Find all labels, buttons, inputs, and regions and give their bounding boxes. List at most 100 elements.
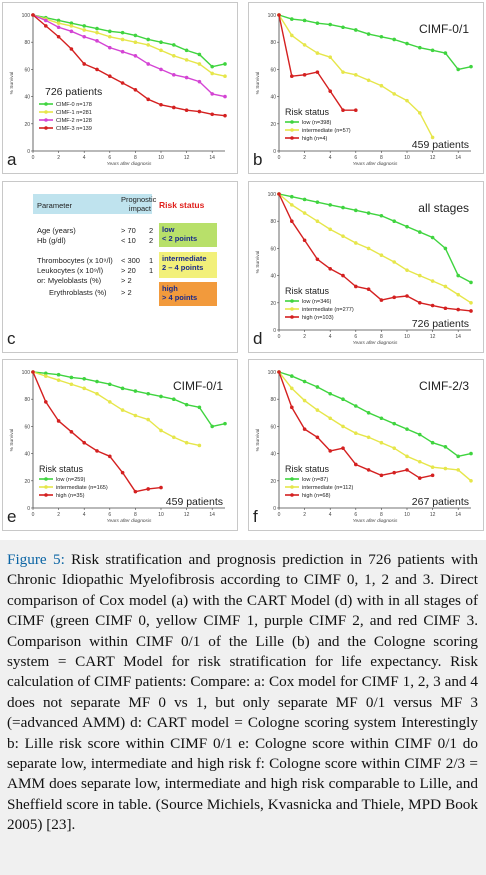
- x-tick-label: 2: [303, 155, 306, 161]
- data-point: [315, 385, 320, 389]
- data-point: [354, 241, 358, 245]
- x-tick-label: 8: [134, 512, 137, 518]
- data-point: [277, 13, 281, 17]
- data-point: [430, 135, 435, 140]
- x-tick-label: 14: [209, 512, 215, 518]
- data-point: [430, 465, 435, 469]
- data-point: [56, 18, 61, 23]
- panel-e-chart: 0 20 40 60 80 100 0 2 4 6 8 10 12 14 Years after diagn…: [2, 359, 238, 531]
- x-tick-label: 4: [329, 512, 332, 518]
- x-tick-label: 6: [354, 334, 357, 340]
- x-tick-label: 2: [57, 512, 60, 518]
- data-point: [379, 473, 384, 478]
- panel-d-chart: 0 20 40 60 80 100 0 2 4 6 8 10 12 14 Years after diagn…: [248, 181, 484, 353]
- data-point: [120, 30, 125, 35]
- data-point: [405, 224, 409, 229]
- data-point: [108, 74, 112, 78]
- risk-box-high: high > 4 points: [159, 282, 217, 306]
- data-point: [44, 400, 48, 404]
- data-point: [418, 45, 422, 50]
- data-point: [366, 287, 371, 291]
- data-point: [82, 386, 86, 391]
- data-point: [341, 446, 345, 450]
- series-line-0: [278, 14, 472, 71]
- patient-count-note: 267 patients: [412, 496, 469, 508]
- x-tick-label: 8: [134, 155, 137, 161]
- data-point: [341, 25, 345, 30]
- table-header-bg: [33, 194, 152, 214]
- legend-label: low (n=259): [56, 477, 86, 483]
- x-axis-label: Years after diagnosis: [353, 161, 398, 167]
- legend-label: intermediate (n=112): [302, 485, 353, 491]
- row-leukocytes-value: > 20: [121, 266, 136, 275]
- data-point: [146, 391, 150, 396]
- data-point: [108, 400, 112, 404]
- data-point: [302, 427, 307, 431]
- x-tick-label: 4: [83, 512, 86, 518]
- y-tick-label: 20: [270, 479, 276, 485]
- y-tick-label: 20: [270, 301, 276, 307]
- data-point: [315, 435, 320, 440]
- data-point: [418, 301, 422, 305]
- y-axis-label: % Survival: [255, 429, 261, 452]
- x-tick-label: 6: [354, 155, 357, 161]
- panel-letter: b: [253, 150, 263, 169]
- row-age-label: Age (years): [37, 226, 76, 235]
- data-point: [223, 421, 227, 426]
- y-tick-label: 60: [270, 67, 276, 73]
- legend-label: intermediate (n=277): [302, 307, 354, 313]
- panel-c-table: Parameter Prognostic impact Risk status …: [2, 181, 238, 353]
- data-point: [172, 54, 176, 58]
- legend-label: low (n=398): [302, 120, 332, 126]
- legend-label: high (n=4): [302, 136, 327, 142]
- data-point: [328, 416, 332, 421]
- data-point: [108, 382, 112, 387]
- data-point: [418, 432, 422, 437]
- data-point: [290, 219, 294, 223]
- data-point: [31, 370, 35, 374]
- data-point: [210, 112, 214, 117]
- data-point: [379, 83, 384, 88]
- y-tick-label: 80: [270, 40, 276, 46]
- series-line-3: [32, 14, 226, 117]
- series-line-2: [278, 193, 472, 312]
- data-point: [44, 374, 48, 378]
- data-point: [159, 485, 163, 490]
- data-point: [290, 405, 294, 410]
- risk-box-low: low < 2 points: [159, 223, 217, 247]
- legend-swatch-point: [290, 493, 294, 497]
- panel-a-svg: 0 20 40 60 80 100 0 2 4 6 8 10 12 14 Years after diagn…: [9, 13, 227, 167]
- x-tick-label: 14: [455, 512, 461, 518]
- legend-swatch-point: [44, 485, 48, 489]
- data-point: [302, 398, 307, 403]
- legend-title: Risk status: [285, 107, 330, 117]
- x-tick-label: 8: [380, 512, 383, 518]
- patient-count-note: 726 patients: [45, 86, 102, 98]
- data-point: [456, 307, 460, 312]
- data-point: [184, 75, 189, 80]
- series-line-1: [278, 193, 472, 304]
- series-line-1: [32, 371, 200, 447]
- data-point: [405, 41, 409, 46]
- data-point: [392, 219, 396, 223]
- legend-swatch-point: [290, 136, 294, 140]
- data-point: [430, 303, 435, 308]
- data-point: [69, 21, 74, 25]
- data-point: [95, 67, 99, 72]
- data-point: [95, 39, 99, 43]
- data-point: [469, 309, 473, 313]
- data-point: [379, 213, 384, 218]
- y-tick-label: 100: [268, 192, 277, 198]
- legend-label: low (n=346): [302, 299, 332, 305]
- series-line-2: [32, 14, 226, 98]
- data-point: [341, 424, 345, 429]
- data-point: [210, 71, 214, 76]
- legend-swatch-point: [44, 102, 48, 106]
- data-point: [82, 34, 86, 39]
- data-point: [366, 468, 371, 472]
- x-tick-label: 10: [404, 334, 410, 340]
- legend-title: Risk status: [285, 286, 330, 296]
- data-point: [290, 194, 294, 199]
- data-point: [469, 280, 473, 285]
- row-myeloblasts-label: or: Myeloblasts (%): [37, 276, 102, 285]
